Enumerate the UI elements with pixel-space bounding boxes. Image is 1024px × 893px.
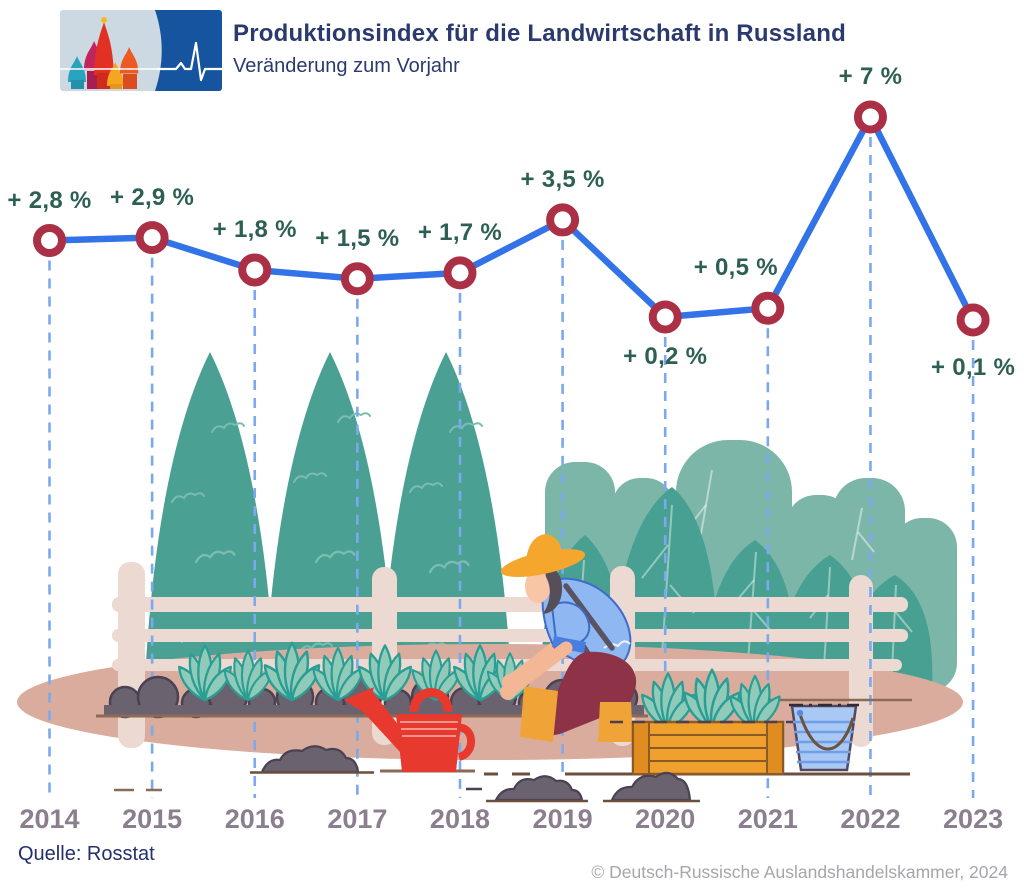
value-label-2016: + 1,8 % — [212, 215, 297, 243]
trees-icon — [144, 352, 512, 700]
data-point-2021 — [751, 291, 785, 325]
year-label-2017: 2017 — [327, 804, 388, 834]
data-point-2023 — [956, 303, 990, 337]
data-point-2015 — [135, 221, 169, 255]
value-label-2017: + 1,5 % — [315, 224, 400, 252]
bucket-icon — [789, 703, 859, 772]
value-label-2018: + 1,7 % — [417, 218, 503, 246]
ground-icon — [17, 644, 963, 760]
value-label-2020: + 0,2 % — [623, 343, 708, 371]
data-point-2020 — [648, 300, 682, 334]
data-point-2016 — [238, 253, 272, 287]
fence-icon — [112, 562, 908, 748]
value-label-2019: + 3,5 % — [520, 165, 605, 193]
soil-mounds-icon — [114, 745, 700, 803]
year-label-2014: 2014 — [19, 804, 80, 834]
data-point-2022 — [853, 100, 887, 134]
seedlings-icon — [173, 641, 538, 706]
copyright-note: © Deutsch-Russische Auslandshandelskamme… — [591, 862, 1008, 882]
year-label-2019: 2019 — [532, 804, 593, 834]
data-point-2017 — [340, 262, 374, 296]
data-point-2019 — [546, 203, 580, 237]
page-title: Produktionsindex für die Landwirtschaft … — [233, 20, 846, 47]
year-label-2016: 2016 — [224, 804, 285, 834]
crate-icon — [610, 668, 800, 776]
watering-can-icon — [344, 687, 476, 773]
soil-bed-icon — [96, 675, 648, 719]
st-basil-domes-icon — [68, 17, 139, 89]
gridlines — [48, 136, 975, 798]
year-label-2018: 2018 — [429, 804, 491, 834]
value-label-2021: + 0,5 % — [693, 254, 778, 282]
foreground — [96, 534, 912, 803]
dome-bushes-icon — [545, 440, 957, 692]
year-label-2015: 2015 — [122, 804, 183, 834]
year-label-2022: 2022 — [840, 804, 901, 834]
trend-line — [46, 113, 977, 324]
value-label-2014: + 2,8 % — [7, 186, 92, 214]
value-label-2022: + 7 % — [838, 62, 903, 90]
leaf-bushes-icon — [540, 487, 933, 692]
value-label-2023: + 0,1 % — [931, 353, 1016, 381]
year-label-2023: 2023 — [943, 804, 1004, 834]
page-subtitle: Veränderung zum Vorjahr — [233, 55, 460, 77]
value-label-2015: + 2,9 % — [110, 183, 195, 211]
ahk-logo-graphic — [60, 10, 222, 91]
year-label-2021: 2021 — [737, 804, 798, 834]
data-point-2018 — [443, 256, 477, 290]
farmer-icon — [500, 534, 637, 742]
year-label-2020: 2020 — [635, 804, 696, 834]
ahk-logo — [60, 10, 222, 91]
source-note: Quelle: Rosstat — [18, 843, 155, 865]
data-point-2014 — [33, 224, 66, 258]
ekg-line-icon — [60, 41, 222, 82]
